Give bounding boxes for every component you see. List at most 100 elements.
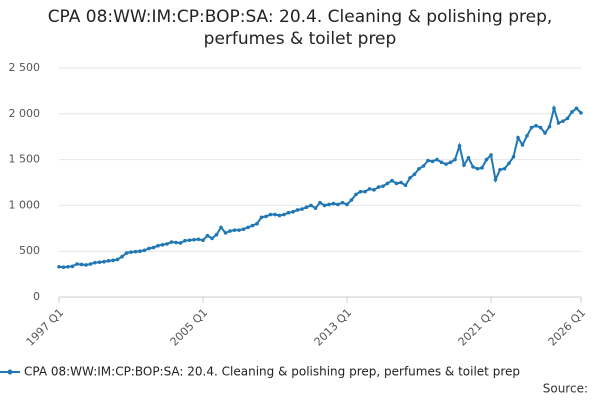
data-point (381, 184, 385, 188)
data-point (169, 240, 174, 244)
data-point (93, 260, 97, 265)
data-point (291, 210, 295, 214)
data-point (525, 133, 529, 138)
data-point (102, 259, 106, 264)
data-point (408, 176, 412, 180)
data-point (390, 178, 394, 183)
data-point (471, 165, 475, 169)
data-point (111, 258, 115, 263)
data-point (322, 203, 327, 208)
data-point (70, 264, 75, 269)
data-point (300, 207, 304, 211)
x-tick-label: 1997 Q1 (24, 306, 67, 349)
y-tick-label: 1 500 (9, 153, 41, 166)
data-point (147, 246, 151, 251)
data-point (480, 166, 484, 170)
data-point (358, 189, 363, 194)
data-point (502, 166, 507, 171)
data-point (453, 157, 457, 162)
data-point (277, 213, 282, 218)
data-point (120, 254, 124, 259)
data-point (151, 245, 156, 250)
data-point (165, 242, 169, 246)
data-point (516, 135, 520, 140)
data-point (133, 249, 138, 254)
data-point (304, 205, 309, 210)
data-point (201, 238, 205, 243)
data-point (196, 237, 201, 242)
data-point (273, 212, 277, 217)
data-point (435, 157, 439, 162)
x-tick-label: 2021 Q1 (456, 306, 499, 349)
data-point (138, 249, 142, 253)
data-point (241, 227, 246, 232)
data-point (79, 262, 84, 267)
data-point (354, 192, 358, 197)
data-point (349, 198, 354, 202)
data-point (313, 206, 318, 210)
legend-label: CPA 08:WW:IM:CP:BOP:SA: 20.4. Cleaning &… (24, 365, 520, 379)
y-tick-label: 1 000 (9, 198, 41, 211)
data-point (156, 243, 160, 248)
data-point (448, 160, 453, 165)
data-point (286, 210, 291, 215)
data-point (214, 232, 219, 237)
data-point (84, 263, 88, 267)
data-point (385, 181, 390, 186)
data-point (210, 236, 214, 241)
data-point (264, 214, 268, 219)
y-tick-label: 500 (19, 244, 40, 257)
y-tick-label: 2 500 (9, 61, 41, 74)
data-point (372, 188, 376, 192)
data-point (183, 238, 187, 243)
data-point (75, 262, 79, 266)
data-point (250, 223, 255, 228)
chart-title: CPA 08:WW:IM:CP:BOP:SA: 20.4. Cleaning &… (47, 7, 553, 49)
data-point (340, 200, 345, 205)
data-point (403, 183, 408, 188)
data-point (174, 240, 178, 245)
data-point (399, 180, 403, 185)
data-point (444, 162, 448, 166)
data-point (97, 260, 102, 264)
x-tick-label: 2026 Q1 (546, 306, 589, 349)
data-point (309, 203, 313, 208)
legend-marker (7, 369, 13, 375)
data-point (318, 200, 322, 205)
data-point (363, 189, 367, 194)
data-point (192, 237, 196, 242)
data-point (511, 155, 516, 159)
data-point (282, 212, 286, 217)
data-point (331, 201, 336, 206)
series-line (58, 104, 582, 269)
data-point (129, 250, 133, 254)
data-point (246, 225, 250, 230)
data-point (520, 143, 525, 147)
data-point (561, 119, 565, 123)
data-point (538, 125, 543, 130)
data-point (295, 208, 300, 212)
data-point (259, 215, 264, 220)
data-point (489, 153, 493, 157)
data-point (579, 111, 583, 115)
data-point (493, 177, 498, 182)
data-point (115, 257, 120, 262)
data-point (268, 212, 273, 217)
data-point (570, 110, 574, 114)
data-point (462, 163, 466, 167)
data-point (552, 106, 556, 111)
data-point (187, 238, 192, 243)
data-point (529, 125, 534, 130)
data-point (475, 166, 480, 171)
data-point (394, 181, 399, 186)
data-point (88, 262, 93, 266)
data-point (142, 248, 147, 253)
data-point (178, 241, 183, 245)
data-point (61, 265, 66, 270)
data-point (205, 233, 210, 238)
data-point (327, 202, 331, 207)
data-point (124, 251, 129, 255)
source-label: Source: (543, 382, 588, 396)
y-tick-label: 0 (33, 290, 40, 303)
